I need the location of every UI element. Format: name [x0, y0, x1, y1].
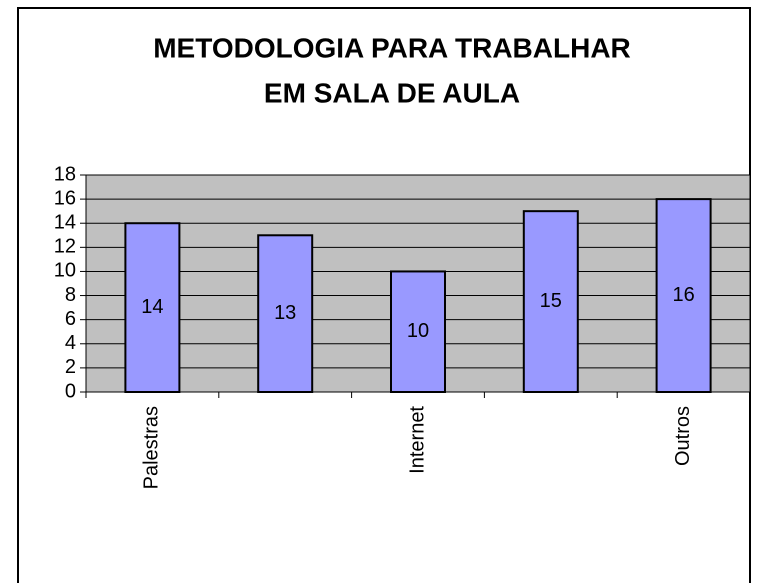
y-tick-label: 14: [54, 212, 76, 234]
bar: [124, 222, 181, 393]
bar: [522, 210, 579, 393]
y-tick-label: 8: [65, 284, 76, 306]
x-tick-label: Outros: [672, 406, 694, 466]
data-label: 16: [672, 284, 694, 306]
bar: [257, 234, 314, 393]
data-label: 14: [141, 296, 163, 318]
data-label: 13: [274, 302, 296, 324]
data-label: 15: [540, 290, 562, 312]
chart-title: METODOLOGIA PARA TRABALHAR: [153, 32, 631, 63]
chart-title: EM SALA DE AULA: [264, 77, 520, 108]
bar: [390, 270, 446, 394]
y-tick-label: 12: [54, 236, 76, 258]
y-tick-label: 10: [54, 260, 76, 282]
bar: [655, 198, 712, 393]
x-tick-label: Palestras: [141, 406, 163, 489]
y-tick-label: 2: [65, 356, 76, 378]
y-tick-label: 16: [54, 187, 76, 209]
y-tick-label: 4: [65, 332, 76, 354]
y-tick-label: 18: [54, 163, 76, 185]
y-tick-label: 6: [65, 308, 76, 330]
x-tick-label: Internet: [406, 406, 428, 474]
y-tick-label: 0: [65, 380, 76, 402]
data-label: 10: [407, 320, 429, 342]
